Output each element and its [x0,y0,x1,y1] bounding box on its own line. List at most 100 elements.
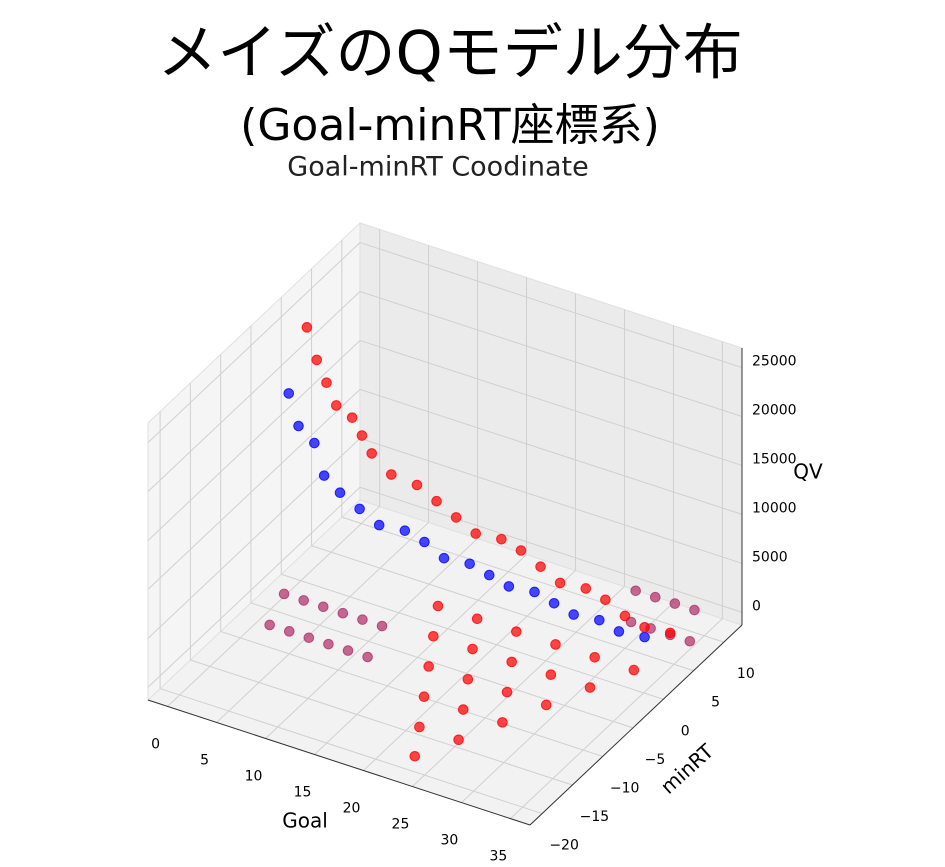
point [418,691,430,703]
point [432,600,444,612]
point [503,581,515,592]
z-tick-label: 25000 [752,354,797,370]
grid-line [147,389,361,590]
grid-line [359,339,743,466]
point [342,645,354,656]
point [589,651,600,663]
point [438,552,450,564]
grid-line [510,618,723,819]
point [409,750,421,762]
point [664,627,676,639]
y-tick-label: −15 [580,809,610,825]
point [639,631,650,643]
point [399,525,411,536]
grid-line [265,538,478,739]
y-axis-label: minRT [656,739,719,799]
z-tick-label: 0 [752,598,761,614]
point [639,621,650,633]
point [669,598,681,609]
point [362,651,373,663]
grid [147,229,743,826]
grid-line [216,522,429,723]
x-tick-label: 30 [441,833,459,849]
z-tick-label: 10000 [752,500,797,516]
y-tick-label: −5 [645,752,666,768]
point [428,630,439,642]
grid-line [190,659,573,786]
grid-line [147,242,361,443]
grid-line [314,554,527,755]
chart-title: メイズのQモデル分布 [157,19,742,89]
point [431,495,442,507]
point [554,577,566,589]
chart-subtitle: (Goal-minRT座標系) [240,100,660,151]
x-tick-label: 0 [151,736,160,752]
y-tick-label: 5 [711,695,720,711]
point [584,682,596,693]
point [471,613,483,625]
point [613,626,625,637]
point [457,704,469,715]
x-tick-label: 5 [200,752,209,768]
point [293,420,304,432]
point [568,609,579,620]
y-tick-label: −10 [610,780,640,796]
point [545,669,557,680]
grid-line [311,545,694,672]
z-tick-label: 15000 [752,451,797,467]
point [317,601,329,613]
point [594,614,605,626]
grid-line [341,516,724,643]
point [386,469,397,480]
point [323,638,334,650]
point [483,569,495,581]
point [346,412,358,423]
point [330,400,342,411]
z-axis-label: QV [793,460,823,484]
point [298,595,309,606]
grid-line [461,602,674,803]
point [283,388,295,399]
point [619,610,631,622]
point [470,528,482,539]
axis-line [529,624,743,826]
point [496,533,507,545]
labels: 0 5 10 15 20 25 30 35 −20−15−10 −5 0 5 10 0 5000 10000 1… [151,354,796,865]
grid-line [159,688,543,815]
point [337,607,349,619]
y-tick-label: 10 [737,666,755,682]
grid-line [167,506,380,707]
point [501,686,513,698]
x-tick-label: 10 [245,768,263,784]
point [321,377,332,388]
axis-line [147,699,531,826]
point [649,591,661,603]
point [301,322,313,333]
panes [147,221,743,826]
grid-line [147,486,361,688]
point [334,487,346,499]
point [264,619,275,631]
point [550,639,561,650]
point [283,626,295,637]
grid-line [359,437,743,564]
point [540,699,552,711]
point [580,583,592,594]
point [311,354,322,366]
x-tick-label: 15 [294,784,312,800]
point [628,664,640,676]
point [684,635,696,647]
point [515,545,527,556]
x-axis-label: Goal [282,809,328,833]
point [366,448,378,459]
x-tick-label: 35 [489,849,507,865]
grid-line [147,291,361,492]
grid-line [412,586,625,787]
z-tick-label: 20000 [752,403,797,419]
grid-line [363,570,576,771]
point [600,594,611,606]
point [497,717,508,728]
x-tick-label: 20 [343,801,361,817]
point [356,430,368,441]
